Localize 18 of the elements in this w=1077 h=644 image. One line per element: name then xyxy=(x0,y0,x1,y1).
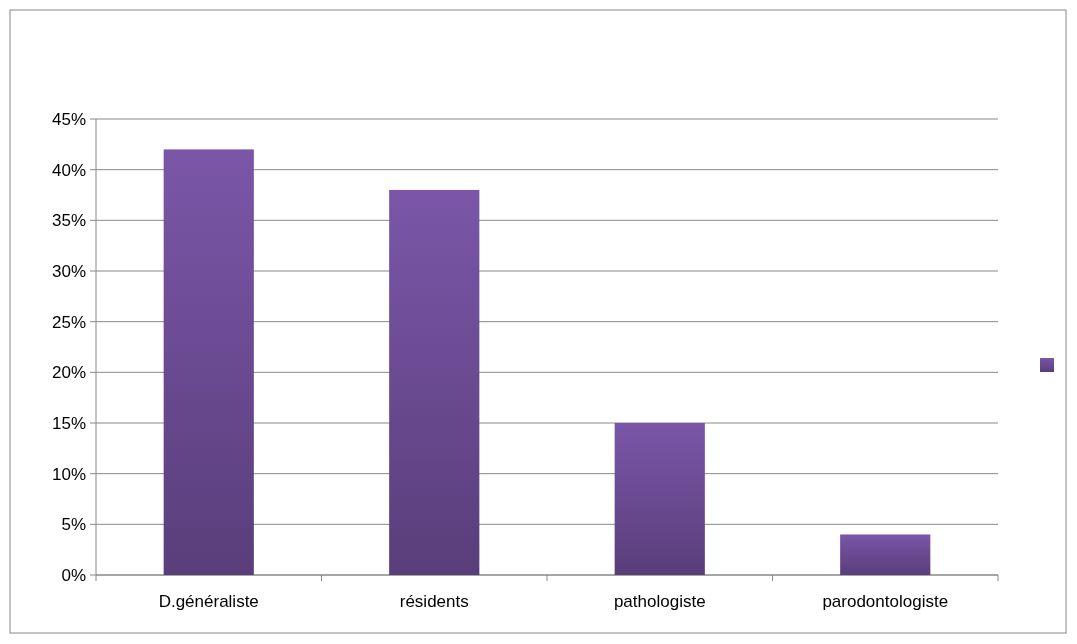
x-tick-label: résidents xyxy=(399,592,469,611)
x-tick-label: pathologiste xyxy=(613,592,706,611)
y-tick-label: 15% xyxy=(51,413,86,433)
y-tick-label: 0% xyxy=(61,565,86,585)
bar xyxy=(614,423,705,575)
x-tick-label: D.généraliste xyxy=(158,592,259,611)
x-tick-label: parodontologiste xyxy=(822,592,949,611)
y-tick-label: 30% xyxy=(51,261,86,281)
y-tick-label: 35% xyxy=(51,211,86,231)
bar xyxy=(389,189,480,575)
y-tick-label: 40% xyxy=(51,160,86,180)
y-tick-label: 10% xyxy=(51,464,86,484)
bar xyxy=(840,534,931,575)
y-tick-label: 20% xyxy=(51,363,86,383)
y-tick-label: 25% xyxy=(51,312,86,332)
y-tick-label: 5% xyxy=(61,515,86,535)
y-tick-label: 45% xyxy=(51,109,86,129)
bar xyxy=(163,149,254,575)
